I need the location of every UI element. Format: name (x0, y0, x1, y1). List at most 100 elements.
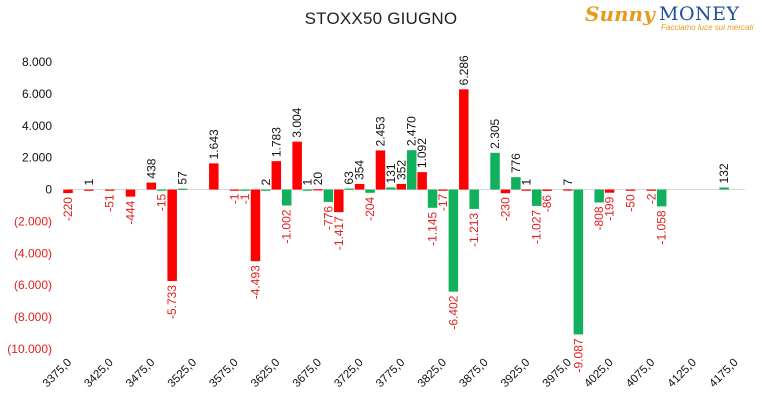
data-label: 3.004 (290, 107, 304, 137)
data-label: 132 (717, 163, 731, 183)
data-label: 2 (259, 179, 273, 186)
y-tick-label: (4.000) (14, 246, 52, 260)
data-label: -1.417 (332, 216, 346, 250)
bar-red (646, 189, 657, 191)
x-tick-label: 3775,0 (374, 357, 407, 390)
data-label: 1 (301, 179, 315, 186)
bar-green (156, 189, 167, 191)
bar-red (625, 189, 636, 191)
data-label: 6.286 (457, 55, 471, 85)
data-label: 20 (311, 172, 325, 186)
data-label: -1.058 (655, 210, 669, 244)
x-tick-label: 3425,0 (82, 357, 115, 390)
bar-green (719, 187, 729, 190)
data-label: -1 (238, 193, 252, 204)
bar-green (281, 189, 292, 206)
data-label: -4.493 (248, 265, 262, 299)
bar-red (84, 189, 94, 191)
x-tick-label: 3575,0 (207, 357, 240, 390)
y-tick-label: 8.000 (22, 55, 52, 69)
data-label: 1.643 (207, 129, 221, 159)
bar-red (125, 189, 136, 197)
x-tick-label: 4175,0 (707, 357, 740, 390)
data-label: -2 (644, 193, 658, 204)
x-tick-label: 3525,0 (166, 357, 199, 390)
x-tick-label: 3625,0 (249, 357, 282, 390)
data-label: 2.453 (373, 116, 387, 146)
logo: Sunny MONEY Facciamo luce sui mercati (585, 2, 760, 36)
data-label: -1.145 (426, 211, 440, 245)
y-tick-label: 0 (45, 183, 52, 197)
data-label: 352 (394, 160, 408, 180)
data-label: -15 (155, 193, 169, 211)
data-label: 776 (509, 153, 523, 173)
chart-title: STOXX50 GIUGNO (304, 9, 458, 28)
data-label: 1 (82, 179, 96, 186)
data-label: -199 (603, 196, 617, 220)
data-label: 7 (561, 178, 575, 185)
bar-red (313, 189, 323, 191)
bar-green (531, 189, 542, 206)
bar-red (375, 150, 386, 190)
bar-green (302, 189, 313, 191)
x-tick-label: 3925,0 (499, 357, 532, 390)
data-label: 1.783 (269, 127, 283, 157)
bar-green (469, 189, 479, 209)
x-tick-label: 3375,0 (41, 357, 74, 390)
y-tick-label: (8.000) (14, 310, 52, 324)
data-label: -1.002 (280, 209, 294, 243)
data-label: 131 (384, 163, 398, 183)
data-label: 57 (176, 171, 190, 185)
bar-green (261, 189, 271, 191)
x-tick-label: 3675,0 (291, 357, 324, 390)
y-tick-label: 4.000 (22, 119, 52, 133)
data-label: -5.733 (165, 285, 179, 319)
x-axis: 3375,0 3425,0 3475,0 3525,0 3575,0 3625,0 3675… (41, 357, 741, 390)
y-tick-label: 2.000 (22, 151, 52, 165)
x-tick-label: 4125,0 (666, 357, 699, 390)
data-label: -1 (228, 193, 242, 204)
data-label: 2.470 (405, 116, 419, 146)
bar-green (323, 189, 334, 202)
bar-green (406, 150, 417, 190)
bar-red (563, 189, 573, 191)
data-label: 438 (144, 158, 158, 178)
data-label: -1.213 (467, 213, 481, 247)
bar-red (229, 189, 240, 191)
bar-green (177, 188, 188, 190)
bar-green (490, 152, 500, 190)
y-tick-label: (2.000) (14, 214, 52, 228)
bar-green (365, 189, 375, 193)
bar-red (271, 161, 282, 190)
x-tick-label: 3975,0 (541, 357, 574, 390)
data-label: -220 (61, 197, 75, 221)
bar-red (396, 183, 407, 190)
bars (63, 89, 729, 335)
bar-red (167, 189, 177, 281)
data-label: -1.027 (530, 210, 544, 244)
bar-green (511, 177, 521, 190)
logo-word-sunny: Sunny (585, 2, 655, 26)
logo-word-money: MONEY (659, 3, 740, 25)
bar-red (354, 183, 365, 190)
bar-green (427, 189, 438, 208)
bar-red (438, 189, 448, 191)
bar-red (146, 182, 157, 190)
bar-green (656, 189, 667, 207)
bar-red (292, 141, 302, 190)
bar-green (386, 187, 396, 190)
bar-red (250, 189, 261, 262)
bar-red (459, 89, 469, 190)
data-label: -9.087 (571, 338, 585, 372)
bar-red (604, 189, 615, 193)
data-label: 1 (519, 179, 533, 186)
data-label: -230 (498, 197, 512, 221)
bar-red (209, 163, 219, 190)
y-tick-label: (10.000) (7, 342, 52, 356)
data-label: -444 (123, 200, 137, 224)
bar-green (344, 188, 354, 190)
x-tick-label: 3875,0 (457, 357, 490, 390)
bar-green (573, 189, 584, 335)
x-tick-label: 4025,0 (582, 357, 615, 390)
